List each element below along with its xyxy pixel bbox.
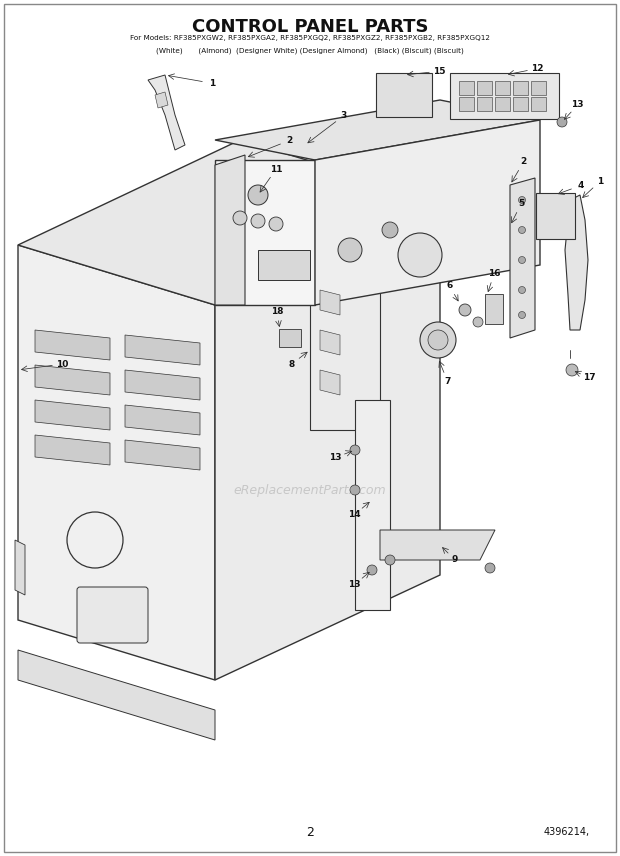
Circle shape <box>557 117 567 127</box>
Circle shape <box>269 217 283 231</box>
FancyBboxPatch shape <box>77 587 148 643</box>
Polygon shape <box>355 400 390 610</box>
FancyBboxPatch shape <box>477 97 492 111</box>
Circle shape <box>566 364 578 376</box>
Circle shape <box>251 214 265 228</box>
Text: 15: 15 <box>433 67 445 75</box>
Polygon shape <box>320 370 340 395</box>
FancyBboxPatch shape <box>279 329 301 347</box>
FancyBboxPatch shape <box>495 97 510 111</box>
Circle shape <box>350 445 360 455</box>
Circle shape <box>367 565 377 575</box>
Circle shape <box>473 317 483 327</box>
Circle shape <box>398 233 442 277</box>
Polygon shape <box>125 440 200 470</box>
Polygon shape <box>35 365 110 395</box>
Polygon shape <box>35 330 110 360</box>
Text: 8: 8 <box>288 360 294 369</box>
Circle shape <box>350 485 360 495</box>
Polygon shape <box>510 178 535 338</box>
Circle shape <box>459 304 471 316</box>
Polygon shape <box>258 250 310 280</box>
FancyBboxPatch shape <box>477 81 492 95</box>
Text: 11: 11 <box>270 164 282 174</box>
Text: 13: 13 <box>572 100 584 110</box>
FancyBboxPatch shape <box>495 81 510 95</box>
Circle shape <box>518 287 526 294</box>
Text: 2: 2 <box>520 158 526 166</box>
Text: 12: 12 <box>531 64 543 73</box>
Polygon shape <box>310 260 380 430</box>
Text: 10: 10 <box>56 360 68 369</box>
Text: 4396214,: 4396214, <box>544 827 590 837</box>
Circle shape <box>518 257 526 264</box>
Polygon shape <box>320 290 340 315</box>
Polygon shape <box>18 245 215 680</box>
Polygon shape <box>35 400 110 430</box>
Polygon shape <box>148 75 185 150</box>
Polygon shape <box>565 195 588 330</box>
Circle shape <box>420 322 456 358</box>
Polygon shape <box>215 160 315 305</box>
Circle shape <box>485 563 495 573</box>
Text: 2: 2 <box>306 825 314 839</box>
Text: 1: 1 <box>209 79 215 87</box>
FancyBboxPatch shape <box>459 81 474 95</box>
Circle shape <box>385 555 395 565</box>
Circle shape <box>428 330 448 350</box>
FancyBboxPatch shape <box>531 97 546 111</box>
Text: 6: 6 <box>446 282 453 290</box>
Circle shape <box>518 227 526 234</box>
Circle shape <box>382 222 398 238</box>
FancyBboxPatch shape <box>513 81 528 95</box>
Text: For Models: RF385PXGW2, RF385PXGA2, RF385PXGQ2, RF385PXGZ2, RF385PXGB2, RF385PXG: For Models: RF385PXGW2, RF385PXGA2, RF38… <box>130 35 490 41</box>
Circle shape <box>248 185 268 205</box>
Polygon shape <box>18 650 215 740</box>
Text: 13: 13 <box>329 453 342 462</box>
Polygon shape <box>15 540 25 595</box>
Text: 3: 3 <box>340 111 347 121</box>
Circle shape <box>233 211 247 225</box>
Polygon shape <box>215 155 245 305</box>
Polygon shape <box>35 435 110 465</box>
Text: 2: 2 <box>286 136 293 145</box>
FancyBboxPatch shape <box>531 81 546 95</box>
Polygon shape <box>380 530 495 560</box>
FancyBboxPatch shape <box>376 73 432 117</box>
FancyBboxPatch shape <box>485 294 503 324</box>
Text: 4: 4 <box>577 181 584 190</box>
Text: CONTROL PANEL PARTS: CONTROL PANEL PARTS <box>192 18 428 36</box>
FancyBboxPatch shape <box>459 97 474 111</box>
Polygon shape <box>320 330 340 355</box>
Text: 16: 16 <box>488 269 500 278</box>
Polygon shape <box>155 92 168 108</box>
Polygon shape <box>315 120 540 305</box>
FancyBboxPatch shape <box>450 73 559 119</box>
Text: 1: 1 <box>597 176 603 186</box>
Polygon shape <box>18 140 440 305</box>
Polygon shape <box>125 335 200 365</box>
Circle shape <box>518 312 526 318</box>
Text: 13: 13 <box>348 580 361 589</box>
Polygon shape <box>125 370 200 400</box>
Text: 9: 9 <box>452 556 458 564</box>
Polygon shape <box>125 405 200 435</box>
Text: (White)       (Almond)  (Designer White) (Designer Almond)   (Black) (Biscuit) (: (White) (Almond) (Designer White) (Desig… <box>156 47 464 54</box>
Polygon shape <box>215 200 440 680</box>
Text: 5: 5 <box>518 199 525 208</box>
Text: 14: 14 <box>348 510 361 519</box>
FancyBboxPatch shape <box>536 193 575 239</box>
Text: 18: 18 <box>270 306 283 316</box>
Circle shape <box>338 238 362 262</box>
Text: 17: 17 <box>583 373 596 383</box>
Text: eReplacementParts.com: eReplacementParts.com <box>234 484 386 496</box>
FancyBboxPatch shape <box>513 97 528 111</box>
Polygon shape <box>215 100 540 160</box>
Text: 7: 7 <box>445 377 451 386</box>
Circle shape <box>518 197 526 204</box>
